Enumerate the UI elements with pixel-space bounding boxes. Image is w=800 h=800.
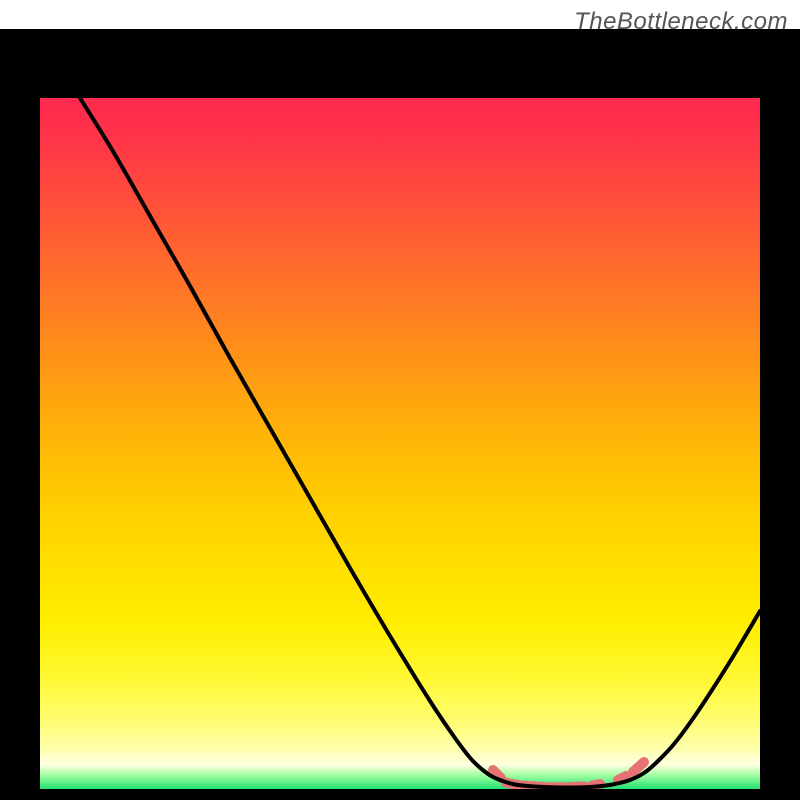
- bottom-marker: [633, 762, 644, 772]
- valley-curve: [80, 98, 760, 788]
- chart-root: TheBottleneck.com: [0, 0, 800, 800]
- curve-layer: [40, 98, 760, 789]
- watermark-text: TheBottleneck.com: [574, 8, 788, 36]
- chart-frame: [0, 29, 800, 800]
- bottom-marker: [618, 776, 626, 780]
- plot-area: [40, 98, 760, 789]
